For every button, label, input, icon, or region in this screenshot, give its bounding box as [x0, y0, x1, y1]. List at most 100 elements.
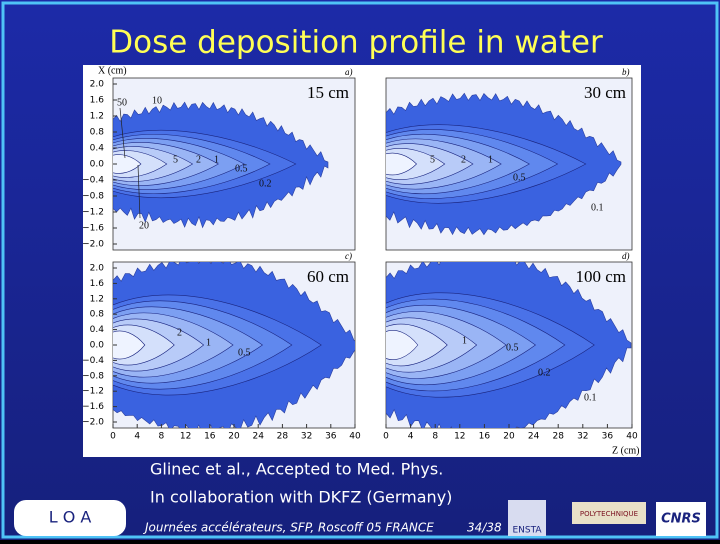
y-axis-label: X (cm) — [98, 65, 127, 76]
x-axis-label: Z (cm) — [612, 445, 640, 456]
citation-line: In collaboration with DKFZ (Germany) — [150, 488, 452, 507]
y-tick-label: 0.8 — [90, 128, 105, 138]
x-tick-label: 28 — [552, 432, 564, 442]
contour-label: 0.5 — [506, 342, 519, 353]
contour-label: 50 — [117, 97, 127, 108]
x-tick-label: 20 — [228, 432, 240, 442]
panel-letter: a) — [345, 67, 353, 77]
y-tick-label: 1.6 — [90, 279, 105, 289]
x-tick-label: 28 — [277, 432, 289, 442]
x-tick-label: 0 — [110, 432, 116, 442]
contour-level — [113, 330, 146, 360]
panel-label: 15 cm — [307, 83, 349, 102]
logo-box — [508, 500, 546, 536]
logo-ensta: ENSTA — [512, 526, 542, 536]
y-tick-label: −1.2 — [82, 387, 104, 397]
y-tick-label: −0.8 — [82, 371, 104, 381]
contour-label: 1 — [214, 154, 219, 165]
x-tick-label: 20 — [503, 432, 515, 442]
contour-label: 2 — [177, 327, 182, 338]
x-tick-label: 24 — [252, 432, 264, 442]
contour-label: 20 — [139, 220, 149, 231]
y-tick-label: 2.0 — [90, 80, 105, 90]
citation-line: Glinec et al., Accepted to Med. Phys. — [150, 460, 443, 479]
x-tick-label: 12 — [454, 432, 465, 442]
panel-label: 30 cm — [584, 83, 626, 102]
logo-loa: L O A — [49, 508, 92, 527]
contour-label: 0.2 — [259, 178, 272, 189]
page-number: 34/38 — [467, 521, 502, 535]
contour-label: 0.5 — [238, 347, 251, 358]
y-tick-label: −0.4 — [82, 176, 104, 186]
contour-label: 0.5 — [235, 163, 248, 174]
contour-label: 2 — [461, 154, 466, 165]
x-tick-label: 36 — [602, 432, 614, 442]
x-tick-label: 36 — [325, 432, 337, 442]
contour-plot — [113, 262, 355, 428]
x-tick-label: 0 — [383, 432, 389, 442]
contour-label: 5 — [173, 154, 178, 165]
contour-plot — [113, 101, 329, 229]
logo-polytechnique: POLYTECHNIQUE — [580, 510, 638, 518]
panel-label: 100 cm — [575, 267, 626, 286]
contour-label: 5 — [430, 154, 435, 165]
slide-title: Dose deposition profile in water — [109, 25, 603, 61]
x-tick-label: 8 — [432, 432, 438, 442]
x-tick-label: 12 — [180, 432, 191, 442]
x-tick-label: 8 — [159, 432, 165, 442]
contour-label: 1 — [206, 337, 211, 348]
y-tick-label: −1.6 — [82, 224, 104, 234]
contour-plot — [386, 262, 632, 428]
logo-box — [656, 502, 706, 536]
contour-label: 2 — [196, 154, 201, 165]
x-tick-label: 32 — [577, 432, 588, 442]
x-tick-label: 4 — [408, 432, 414, 442]
x-tick-label: 16 — [204, 432, 216, 442]
panel-label: 60 cm — [307, 267, 349, 286]
logo-box — [572, 502, 646, 524]
x-tick-label: 24 — [528, 432, 540, 442]
y-tick-label: 0.0 — [90, 160, 105, 170]
contour-label: 0.5 — [513, 172, 526, 183]
logo-cnrs: CNRS — [661, 512, 701, 527]
contour-label: 1 — [462, 335, 467, 346]
contour-level — [113, 154, 142, 174]
leader-line — [137, 164, 141, 219]
contour-level — [386, 152, 417, 176]
contour-level — [386, 330, 419, 360]
y-tick-label: 1.6 — [90, 96, 105, 106]
y-tick-label: 2.0 — [90, 264, 105, 274]
contour-label: 0.1 — [591, 202, 604, 213]
y-tick-label: −0.4 — [82, 356, 104, 366]
x-tick-label: 40 — [626, 432, 638, 442]
y-tick-label: 0.8 — [90, 310, 105, 320]
contour-label: 10 — [152, 95, 162, 106]
contour-label: 0.2 — [538, 367, 551, 378]
y-tick-label: 0.4 — [90, 325, 105, 335]
panel-letter: d) — [622, 251, 630, 261]
y-tick-label: −2.0 — [82, 418, 104, 428]
y-tick-label: −0.8 — [82, 192, 104, 202]
x-tick-label: 16 — [479, 432, 491, 442]
contour-label: 1 — [488, 154, 493, 165]
x-tick-label: 4 — [134, 432, 140, 442]
y-tick-label: −1.6 — [82, 402, 104, 412]
y-tick-label: 0.0 — [90, 341, 105, 351]
y-tick-label: 1.2 — [90, 112, 104, 122]
panel-letter: b) — [622, 67, 630, 77]
panel-letter: c) — [345, 251, 352, 261]
y-tick-label: 1.2 — [90, 294, 104, 304]
x-tick-label: 40 — [349, 432, 361, 442]
y-tick-label: −2.0 — [82, 240, 104, 250]
logo-box — [14, 500, 126, 536]
y-tick-label: 0.4 — [90, 144, 105, 154]
x-tick-label: 32 — [301, 432, 312, 442]
contour-plot — [386, 92, 622, 236]
y-tick-label: −1.2 — [82, 208, 104, 218]
leader-line — [119, 107, 126, 159]
contour-label: 0.1 — [584, 392, 597, 403]
footer-event: Journées accélérateurs, SFP, Roscoff 05 … — [143, 521, 434, 535]
